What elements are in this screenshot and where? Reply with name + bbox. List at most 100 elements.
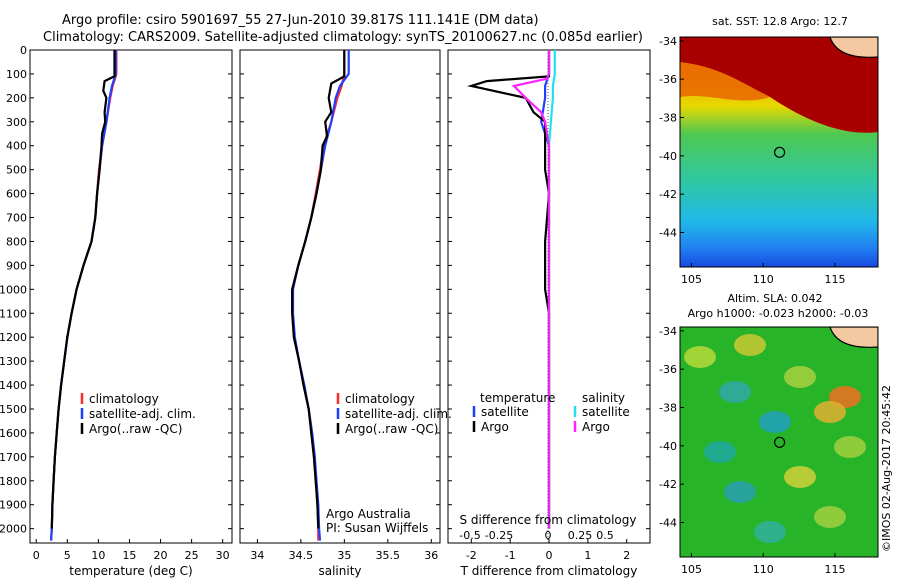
sla_map-field [680,327,878,557]
sla-anomaly-blob [719,381,751,403]
salinity-legend-label: Argo(..raw -QC) [345,422,438,436]
salinity-xtick-label: 35 [337,549,351,562]
salinity-legend-label: satellite-adj. clim. [345,407,452,421]
sla-anomaly-blob [704,441,736,463]
sla-anomaly-blob [834,436,866,458]
ytick-label: 0 [20,44,27,57]
temperature-xtick-label: 5 [64,549,71,562]
sla-anomaly-blob [784,366,816,388]
temperature-legend-label: Argo(..raw -QC) [89,422,182,436]
salinity-series-line [291,50,346,541]
sst_map-ytick-label: -36 [659,73,677,86]
sla_map-frame [679,326,879,558]
difference-xlabel: T difference from climatology [460,564,638,578]
salinity-xtick-label: 34.5 [289,549,314,562]
sla_map-ytick-label: -42 [659,478,677,491]
salinity-axes-frame [239,49,441,544]
ytick-label: 1500 [0,403,27,416]
sla_map-ytick-label: -38 [659,402,677,415]
footer-stamp: ©IMOS 02-Aug-2017 20:45:42 [880,385,893,552]
header-line1: Argo profile: csiro 5901697_55 27-Jun-20… [62,13,539,28]
difference-xtick-label: 1 [584,549,591,562]
temperature-xtick-label: 25 [185,549,199,562]
salinity-series-line [291,50,350,541]
diff-legend-label: Argo [582,420,610,434]
ytick-label: 1400 [0,379,27,392]
difference-xtick-label: 0 [546,549,553,562]
temperature-axes-frame [29,49,233,544]
ytick-label: 400 [6,140,27,153]
sla_map-ytick-label: -40 [659,440,677,453]
ytick-label: 1800 [0,475,27,488]
ytick-label: 900 [6,259,27,272]
sst_map-argo-marker [773,146,786,158]
sst_map-ytick-label: -38 [659,112,677,125]
difference-xtick-label: -1 [505,549,516,562]
sla-anomaly-blob [759,411,791,433]
sst-front-region [680,62,770,101]
temperature-xtick-label: 20 [154,549,168,562]
diff-s-tick-label: -0.25 [485,529,513,542]
sst_map-xtick-label: 115 [824,273,845,286]
temperature-legend-label: climatology [89,392,159,406]
sla_map-ytick-label: -44 [659,517,677,530]
salinity-xtick-label: 36 [424,549,438,562]
ytick-label: 100 [6,68,27,81]
ytick-label: 1900 [0,499,27,512]
diff-legend-title: temperature [480,391,555,405]
sla_map-ytick-label: -36 [659,363,677,376]
diff-s-tick-label: 0 [545,529,552,542]
diff-legend-label: Argo [481,420,509,434]
sst-warm-region [680,37,878,133]
salinity-xtick-label: 34 [250,549,264,562]
difference-xtick-label: 2 [623,549,630,562]
temperature-series-line [50,50,117,541]
ytick-label: 1700 [0,451,27,464]
sla_map-xtick-label: 105 [681,563,702,576]
sla-anomaly-blob [754,521,786,543]
sla_map-xtick-label: 110 [753,563,774,576]
ytick-label: 1300 [0,355,27,368]
temperature-series-line [50,50,116,529]
sla_map-xtick-label: 115 [824,563,845,576]
sst_map-field [680,37,878,267]
salinity-series-line [291,50,346,529]
sst_map-xtick-label: 105 [681,273,702,286]
sla_map-land [829,327,878,348]
sst-map-title: sat. SST: 12.8 Argo: 12.7 [712,15,848,28]
ytick-label: 1200 [0,331,27,344]
temperature-xtick-label: 0 [33,549,40,562]
sst_map-land [829,37,878,58]
ytick-label: 800 [6,235,27,248]
diff-s-tick-label: -0.5 [459,529,480,542]
ytick-label: 700 [6,212,27,225]
temperature-xtick-label: 15 [122,549,136,562]
temperature-xlabel: temperature (deg C) [69,564,192,578]
sla_map-ytick-label: -34 [659,325,677,338]
sla-anomaly-blob [784,466,816,488]
sla-map-title: Altim. SLA: 0.042 [727,292,822,305]
temperature-legend-label: satellite-adj. clim. [89,407,196,421]
diff-legend-label: satellite [481,405,529,419]
salinity-annotation: Argo Australia [326,507,411,521]
diff-s-tick-label: 0.25 [568,529,593,542]
difference-xtick-label: -2 [466,549,477,562]
ytick-label: 1100 [0,307,27,320]
salinity-xlabel: salinity [318,564,361,578]
sla-anomaly-blob [684,346,716,368]
header-line2: Climatology: CARS2009. Satellite-adjuste… [43,30,643,45]
diff-xlabel-top: S difference from climatology [460,513,637,527]
ytick-label: 1600 [0,427,27,440]
sst_map-xtick-label: 110 [753,273,774,286]
sla-anomaly-blob [814,401,846,423]
ytick-label: 300 [6,116,27,129]
sst_map-ytick-label: -42 [659,188,677,201]
sst_map-ytick-label: -34 [659,35,677,48]
sst_map-ytick-label: -44 [659,227,677,240]
salinity-xtick-label: 35.5 [376,549,401,562]
diff-legend-label: satellite [582,405,630,419]
salinity-annotation: PI: Susan Wijffels [326,521,428,535]
diff-legend-title: salinity [582,391,625,405]
diff-s-tick-label: 0.5 [596,529,614,542]
